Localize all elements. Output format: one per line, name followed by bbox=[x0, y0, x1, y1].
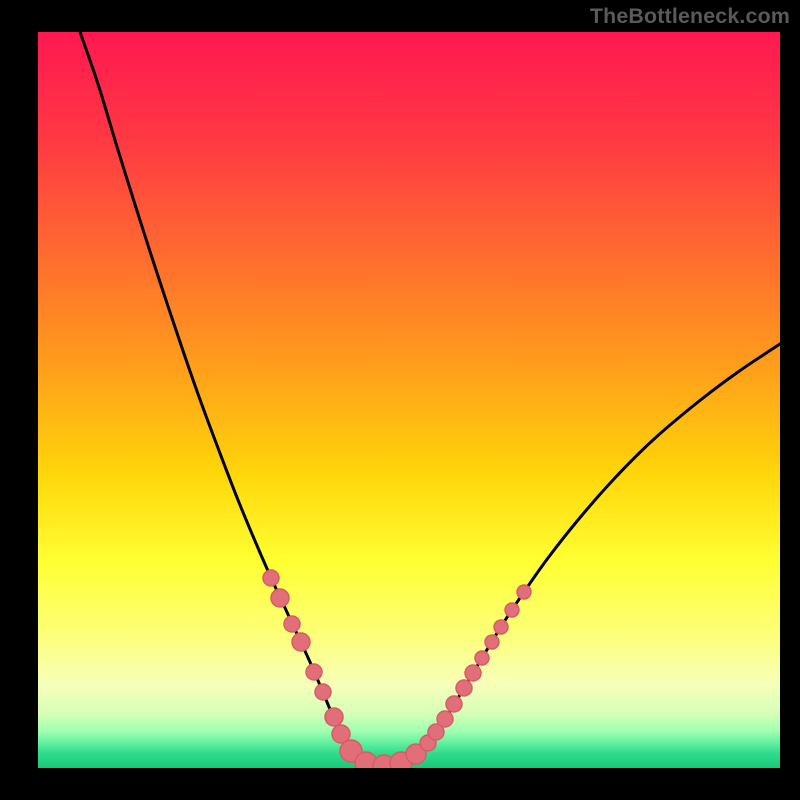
marker-dot bbox=[517, 585, 531, 599]
marker-dot bbox=[437, 711, 453, 727]
plot-svg bbox=[38, 32, 780, 768]
marker-dot bbox=[475, 651, 489, 665]
marker-dot bbox=[292, 633, 310, 651]
watermark-text: TheBottleneck.com bbox=[590, 4, 790, 29]
gradient-background bbox=[38, 32, 780, 768]
marker-dot bbox=[485, 635, 499, 649]
chart-frame: TheBottleneck.com bbox=[0, 0, 800, 800]
marker-dot bbox=[284, 616, 300, 632]
marker-dot bbox=[325, 708, 343, 726]
marker-dot bbox=[271, 589, 289, 607]
marker-dot bbox=[446, 696, 462, 712]
marker-dot bbox=[465, 665, 481, 681]
marker-dot bbox=[505, 603, 519, 617]
marker-dot bbox=[315, 684, 331, 700]
marker-dot bbox=[456, 680, 472, 696]
marker-dot bbox=[263, 570, 279, 586]
marker-dot bbox=[494, 620, 508, 634]
marker-dot bbox=[306, 664, 322, 680]
